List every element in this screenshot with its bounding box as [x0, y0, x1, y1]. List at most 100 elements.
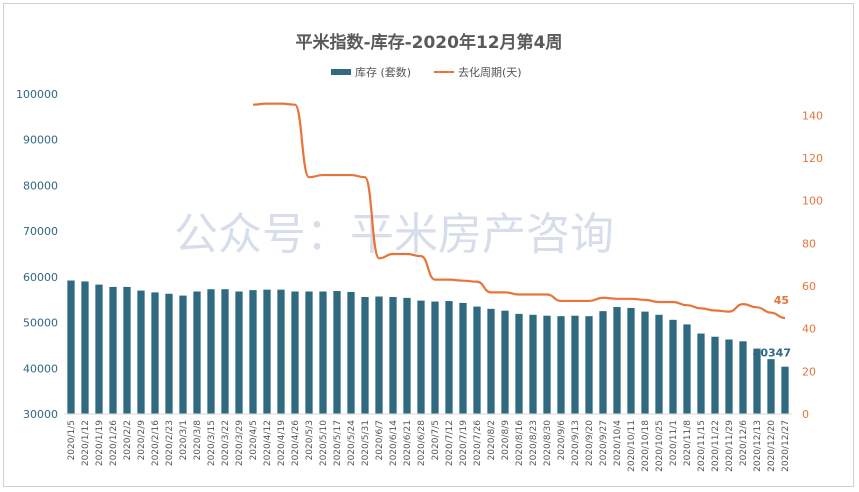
bar — [641, 311, 649, 414]
bar — [417, 300, 425, 414]
line-path-cycle — [252, 102, 786, 320]
x-tick-label: 2020/3/15 — [207, 420, 217, 466]
bar — [599, 311, 607, 414]
y-left-tick-label: 100000 — [16, 88, 58, 101]
x-tick-label: 2020/5/17 — [333, 420, 343, 466]
x-tick-label: 2020/3/22 — [221, 420, 231, 466]
x-tick-label: 2020/11/1 — [669, 420, 679, 466]
x-tick-label: 2020/11/15 — [697, 420, 707, 472]
x-tick-label: 2020/5/31 — [361, 420, 371, 466]
x-tick-label: 2020/10/25 — [655, 420, 665, 472]
x-tick-label: 2020/4/19 — [277, 420, 287, 466]
x-tick-label: 2020/4/5 — [249, 420, 259, 460]
x-tick-label: 2020/11/29 — [725, 420, 735, 472]
x-tick-label: 2020/11/22 — [711, 420, 721, 472]
y-axis-right: 0 20 40 60 80 100 120 140 — [802, 109, 823, 421]
bar — [487, 308, 495, 414]
x-tick-label: 2020/2/2 — [123, 420, 133, 460]
x-tick-label: 2020/12/20 — [767, 420, 777, 472]
watermark-text: 公众号：平米房产咨询 — [174, 209, 614, 260]
y-axis-left: 30000 40000 50000 60000 70000 80000 90000 10000… — [16, 88, 58, 421]
y-left-tick-label: 30000 — [23, 408, 58, 421]
x-tick-label: 2020/6/7 — [375, 420, 385, 460]
bar — [655, 314, 663, 414]
bar — [725, 339, 733, 414]
y-right-tick-label: 80 — [802, 237, 816, 250]
last-bar-data-label: 40347 — [753, 347, 791, 360]
bar — [109, 286, 117, 414]
x-tick-label: 2020/7/26 — [473, 420, 483, 466]
bar — [627, 307, 635, 414]
last-line-data-label: 45 — [774, 294, 789, 307]
y-right-tick-label: 60 — [802, 280, 816, 293]
bar — [361, 296, 369, 414]
x-tick-label: 2020/1/19 — [95, 420, 105, 466]
x-tick-label: 2020/5/3 — [305, 420, 315, 460]
x-tick-label: 2020/4/26 — [291, 420, 301, 466]
y-right-tick-label: 40 — [802, 323, 816, 336]
bar — [501, 310, 509, 414]
x-tick-label: 2020/6/28 — [417, 420, 427, 466]
x-tick-label: 2020/3/1 — [179, 420, 189, 460]
legend-swatch-inventory — [331, 69, 351, 75]
x-tick-label: 2020/9/20 — [585, 420, 595, 466]
x-tick-label: 2020/2/16 — [151, 420, 161, 466]
bar — [711, 336, 719, 414]
chart-frame: 平米指数-库存-2020年12月第4周 库存 (套数) 去化周期(天) 公众号：… — [3, 3, 854, 487]
x-tick-label: 2020/3/8 — [193, 420, 203, 461]
x-tick-label: 2020/2/23 — [165, 420, 175, 466]
bar — [571, 315, 579, 414]
x-tick-label: 2020/8/9 — [501, 420, 511, 461]
bar — [333, 291, 341, 414]
x-axis: 2020/1/5 2020/1/12 2020/1/19 2020/1/26 2020/… — [67, 420, 791, 472]
y-right-tick-label: 20 — [802, 365, 816, 378]
x-tick-label: 2020/10/18 — [641, 420, 651, 472]
bar-series — [64, 280, 792, 415]
bar — [193, 291, 201, 414]
y-right-tick-label: 0 — [802, 408, 809, 421]
bar — [543, 315, 551, 414]
bar — [277, 289, 285, 414]
bar — [613, 307, 621, 414]
bar — [767, 359, 775, 414]
x-tick-label: 2020/5/10 — [319, 420, 329, 466]
x-tick-label: 2020/10/4 — [613, 420, 623, 466]
bar — [459, 302, 467, 414]
x-tick-label: 2020/7/19 — [459, 420, 469, 466]
x-tick-label: 2020/1/5 — [67, 420, 77, 460]
bar — [473, 306, 481, 414]
bar — [585, 316, 593, 414]
x-tick-label: 2020/6/14 — [389, 420, 399, 466]
legend-label-cycle: 去化周期(天) — [458, 65, 522, 79]
bar — [179, 295, 187, 414]
x-tick-label: 2020/3/29 — [235, 420, 245, 466]
y-right-tick-label: 120 — [802, 152, 823, 165]
bar — [529, 314, 537, 414]
bar — [683, 324, 691, 414]
bar — [739, 341, 747, 414]
y-right-tick-label: 140 — [802, 109, 823, 122]
y-left-tick-label: 50000 — [23, 317, 58, 330]
x-tick-label: 2020/11/8 — [683, 420, 693, 466]
x-tick-label: 2020/7/5 — [431, 420, 441, 460]
bar — [753, 348, 761, 414]
bar — [263, 289, 271, 414]
bar — [305, 291, 313, 414]
legend: 库存 (套数) 去化周期(天) — [331, 65, 522, 79]
x-tick-label: 2020/1/12 — [81, 420, 91, 466]
x-tick-label: 2020/8/16 — [515, 420, 525, 466]
bar — [781, 366, 789, 414]
y-right-tick-label: 100 — [802, 195, 823, 208]
bar — [347, 291, 355, 414]
bar — [375, 296, 383, 414]
x-tick-label: 2020/5/24 — [347, 420, 357, 466]
bar — [221, 289, 229, 414]
bar — [403, 297, 411, 414]
bar — [669, 319, 677, 414]
chart-canvas: 平米指数-库存-2020年12月第4周 库存 (套数) 去化周期(天) 公众号：… — [16, 32, 823, 472]
bar — [515, 313, 523, 414]
x-tick-label: 2020/9/13 — [571, 420, 581, 466]
bar — [249, 290, 257, 414]
x-tick-label: 2020/9/27 — [599, 420, 609, 466]
bar — [67, 280, 75, 414]
